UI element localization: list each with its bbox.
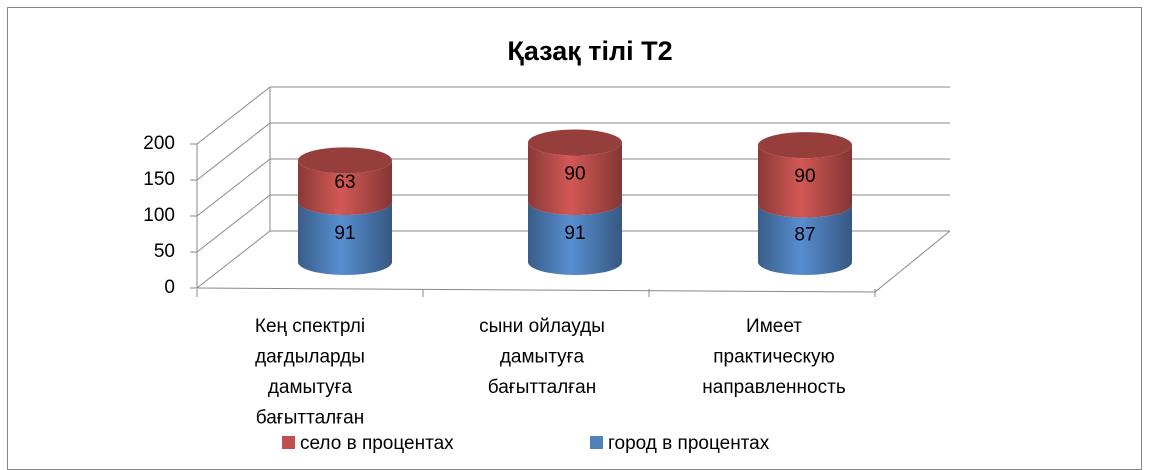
cylinder-segment: [758, 145, 852, 218]
side-grid-line: [196, 194, 271, 253]
legend-swatch: [282, 436, 295, 449]
data-label: 91: [564, 223, 585, 244]
cylinder-segment: [528, 142, 622, 215]
side-grid-line: [196, 86, 271, 145]
legend-swatch: [590, 436, 603, 449]
y-tick-label: 200: [143, 133, 175, 154]
x-tick-label: Имеет практическую направленность: [702, 316, 846, 398]
cylinder-segment: [298, 201, 392, 275]
legend-label: город в процентах: [608, 433, 770, 454]
side-grid-line: [196, 158, 271, 217]
cylinder-segment: [758, 204, 852, 275]
data-label: 90: [564, 163, 585, 184]
y-tick-label: 150: [143, 169, 175, 190]
side-grid-line: [196, 230, 271, 289]
data-label: 90: [794, 166, 815, 187]
y-tick-label: 50: [154, 241, 175, 262]
cylinder-top: [528, 129, 622, 156]
cylinder-segment: [298, 160, 392, 215]
cylinder-segment: [528, 201, 622, 275]
data-label: 63: [334, 172, 355, 193]
x-tick-label: Кең спектрлі дағдыларды дамытуға бағытталға…: [255, 316, 365, 429]
y-tick-label: 100: [143, 205, 175, 226]
chart-title: Қазақ тілі Т2: [507, 36, 672, 66]
legend-label: село в процентах: [300, 433, 454, 454]
cylinder-top: [298, 147, 392, 174]
side-grid-line: [196, 122, 271, 181]
x-tick-label: сыни ойлауды дамытуға бағытталған: [479, 316, 605, 398]
y-tick-label: 0: [164, 277, 175, 298]
data-label: 91: [334, 223, 355, 244]
cylinder-top: [758, 132, 852, 159]
data-label: 87: [794, 224, 815, 245]
